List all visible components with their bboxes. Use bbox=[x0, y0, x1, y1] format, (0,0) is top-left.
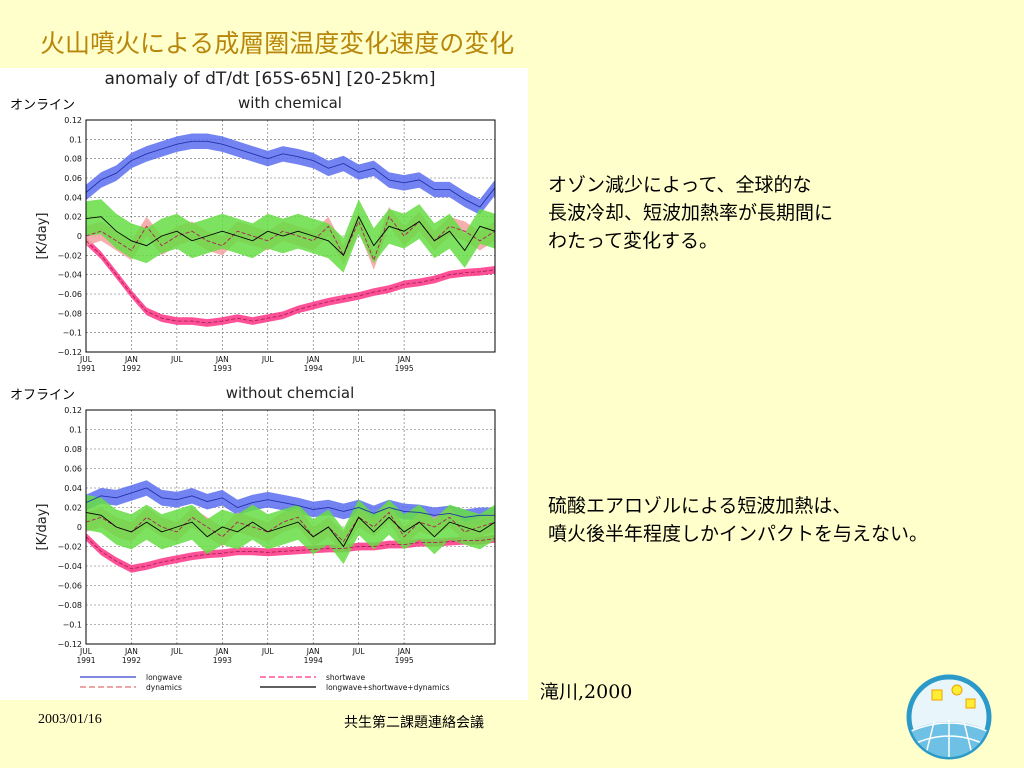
x-tick-label: 1991 bbox=[76, 656, 95, 665]
x-tick-label: JUL bbox=[170, 355, 184, 364]
y-tick-label: 0 bbox=[77, 232, 82, 241]
x-tick-label: JUL bbox=[79, 647, 93, 656]
plot-frame bbox=[85, 409, 496, 645]
panel-label-offline: オフライン bbox=[10, 388, 76, 403]
series-line-longwave bbox=[85, 487, 495, 518]
slide-title: 火山噴火による成層圏温度変化速度の変化 bbox=[40, 29, 515, 58]
chart-title: anomaly of dT/dt [65S-65N] [20-25km] bbox=[105, 69, 436, 89]
citation: 滝川,2000 bbox=[540, 681, 633, 703]
series-band-shortwave bbox=[86, 237, 495, 327]
series-line-longwave-shortwave-dynamics bbox=[85, 511, 496, 548]
series-band-longwave bbox=[86, 133, 495, 215]
text-line: 噴火後半年程度しかインパクトを与えない。 bbox=[548, 523, 929, 545]
text-line: オゾン減少によって、全球的な bbox=[548, 174, 812, 196]
x-tick-label: JAN bbox=[306, 647, 320, 656]
y-tick-label: −0.02 bbox=[57, 543, 82, 552]
x-tick-label: 1991 bbox=[76, 364, 95, 373]
x-tick-label: 1995 bbox=[395, 364, 414, 373]
x-tick-label: 1993 bbox=[213, 656, 232, 665]
figure-panel: anomaly of dT/dt [65S-65N] [20-25km] with… bbox=[0, 68, 528, 700]
x-tick-label: 1993 bbox=[213, 364, 232, 373]
y-tick-label: −0.12 bbox=[57, 348, 82, 357]
x-tick-label: JUL bbox=[79, 355, 93, 364]
series-band-longwave-shortwave-dynamics bbox=[86, 199, 495, 273]
y-tick-label: 0.04 bbox=[64, 193, 82, 202]
y-tick-label: −0.08 bbox=[57, 601, 82, 610]
legend-label: longwave bbox=[146, 673, 182, 682]
y-tick-label: 0.1 bbox=[69, 426, 82, 435]
y-tick-label: 0.1 bbox=[69, 135, 82, 144]
text-block-2: 硫酸エアロゾルによる短波加熱は、 噴火後半年程度しかインパクトを与えない。 bbox=[548, 492, 928, 548]
series-line-shortwave bbox=[85, 240, 496, 324]
panel-label-online: オンライン bbox=[10, 98, 76, 113]
text-line: 長波冷却、短波加熱率が長期間に bbox=[548, 202, 834, 224]
figure-svg: anomaly of dT/dt [65S-65N] [20-25km] with… bbox=[35, 69, 496, 692]
x-tick-label: JAN bbox=[215, 355, 229, 364]
y-tick-label: −0.1 bbox=[63, 329, 82, 338]
chart-subtitle: with chemical bbox=[238, 94, 342, 112]
y-tick-label: 0.08 bbox=[64, 445, 82, 454]
x-tick-label: JAN bbox=[397, 355, 411, 364]
globe-logo bbox=[906, 674, 992, 760]
series-line-shortwave bbox=[85, 536, 496, 570]
y-tick-label: 0.06 bbox=[64, 465, 82, 474]
y-tick-label: −0.1 bbox=[63, 621, 82, 630]
y-tick-label: 0.02 bbox=[64, 504, 82, 513]
y-tick-label: 0.06 bbox=[64, 174, 82, 183]
y-tick-label: −0.06 bbox=[57, 290, 82, 299]
x-tick-label: 1992 bbox=[122, 364, 141, 373]
y-tick-label: 0.08 bbox=[64, 155, 82, 164]
footer-date: 2003/01/16 bbox=[38, 712, 102, 727]
series-band-longwave-shortwave-dynamics bbox=[86, 494, 495, 565]
y-tick-label: −0.04 bbox=[57, 271, 82, 280]
text-line: 硫酸エアロゾルによる短波加熱は、 bbox=[548, 495, 852, 517]
x-tick-label: 1994 bbox=[304, 364, 323, 373]
y-tick-label: −0.08 bbox=[57, 309, 82, 318]
x-tick-label: JUL bbox=[170, 647, 184, 656]
x-tick-label: JUL bbox=[352, 647, 366, 656]
legend-label: longwave+shortwave+dynamics bbox=[326, 683, 450, 692]
y-axis-label: [K/day] bbox=[35, 504, 50, 551]
x-tick-label: JUL bbox=[261, 355, 275, 364]
series-line-longwave bbox=[85, 140, 496, 208]
series-band-shortwave bbox=[86, 532, 495, 573]
y-tick-label: 0.04 bbox=[64, 484, 82, 493]
y-tick-label: −0.12 bbox=[57, 640, 82, 649]
text-line: わたって変化する。 bbox=[548, 230, 719, 252]
legend-label: shortwave bbox=[326, 673, 365, 682]
y-tick-label: 0 bbox=[77, 523, 82, 532]
x-tick-label: JUL bbox=[261, 647, 275, 656]
x-tick-label: JAN bbox=[215, 647, 229, 656]
y-tick-label: −0.02 bbox=[57, 251, 82, 260]
text-block-1: オゾン減少によって、全球的な 長波冷却、短波加熱率が長期間に わたって変化する。 bbox=[548, 171, 833, 255]
x-tick-label: 1992 bbox=[122, 656, 141, 665]
x-tick-label: 1994 bbox=[304, 656, 323, 665]
x-tick-label: JAN bbox=[306, 355, 320, 364]
legend-label: dynamics bbox=[146, 683, 182, 692]
series-line-longwave-shortwave-dynamics bbox=[85, 215, 496, 257]
y-tick-label: 0.12 bbox=[64, 116, 82, 125]
x-tick-label: JAN bbox=[124, 647, 138, 656]
x-tick-label: JAN bbox=[124, 355, 138, 364]
y-tick-label: 0.12 bbox=[64, 406, 82, 415]
y-axis-label: [K/day] bbox=[35, 213, 50, 260]
plot-frame bbox=[85, 119, 496, 353]
footer-meeting: 共生第二課題連絡会議 bbox=[344, 715, 484, 731]
x-tick-label: JUL bbox=[352, 355, 366, 364]
y-tick-label: −0.04 bbox=[57, 562, 82, 571]
x-tick-label: 1995 bbox=[395, 656, 414, 665]
chart-subtitle: without chemcial bbox=[226, 384, 355, 402]
y-tick-label: 0.02 bbox=[64, 213, 82, 222]
x-tick-label: JAN bbox=[397, 647, 411, 656]
series-line-dynamics bbox=[85, 511, 496, 543]
y-tick-label: −0.06 bbox=[57, 582, 82, 591]
